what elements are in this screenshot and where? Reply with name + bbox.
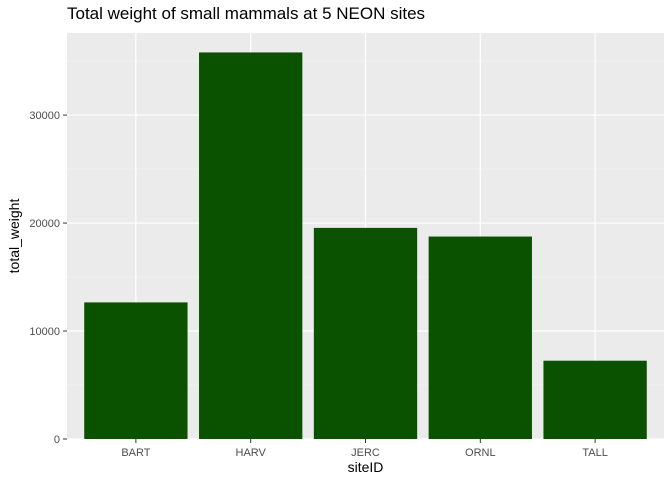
y-tick-label: 20000 xyxy=(29,218,60,230)
x-tick-label: ORNL xyxy=(465,447,496,459)
y-tick-label: 10000 xyxy=(29,326,60,338)
x-tick-label: BART xyxy=(121,447,150,459)
x-tick-label: HARV xyxy=(236,447,267,459)
y-tick-label: 30000 xyxy=(29,110,60,122)
axes: 0 10000 20000 30000 BART HARV JERC ORNL TALL xyxy=(29,110,607,459)
chart-title: Total weight of small mammals at 5 NEON … xyxy=(67,4,426,23)
bar-tall xyxy=(543,360,647,439)
y-axis-title: total_weight xyxy=(6,199,22,274)
bars xyxy=(84,52,647,440)
bar-harv xyxy=(199,52,303,440)
x-axis-title: siteID xyxy=(348,459,384,475)
bar-bart xyxy=(84,302,188,439)
bar-jerc xyxy=(313,227,418,439)
x-tick-label: JERC xyxy=(351,447,380,459)
x-tick-label: TALL xyxy=(582,447,607,459)
bar-ornl xyxy=(428,236,532,439)
y-tick-label: 0 xyxy=(54,434,60,446)
